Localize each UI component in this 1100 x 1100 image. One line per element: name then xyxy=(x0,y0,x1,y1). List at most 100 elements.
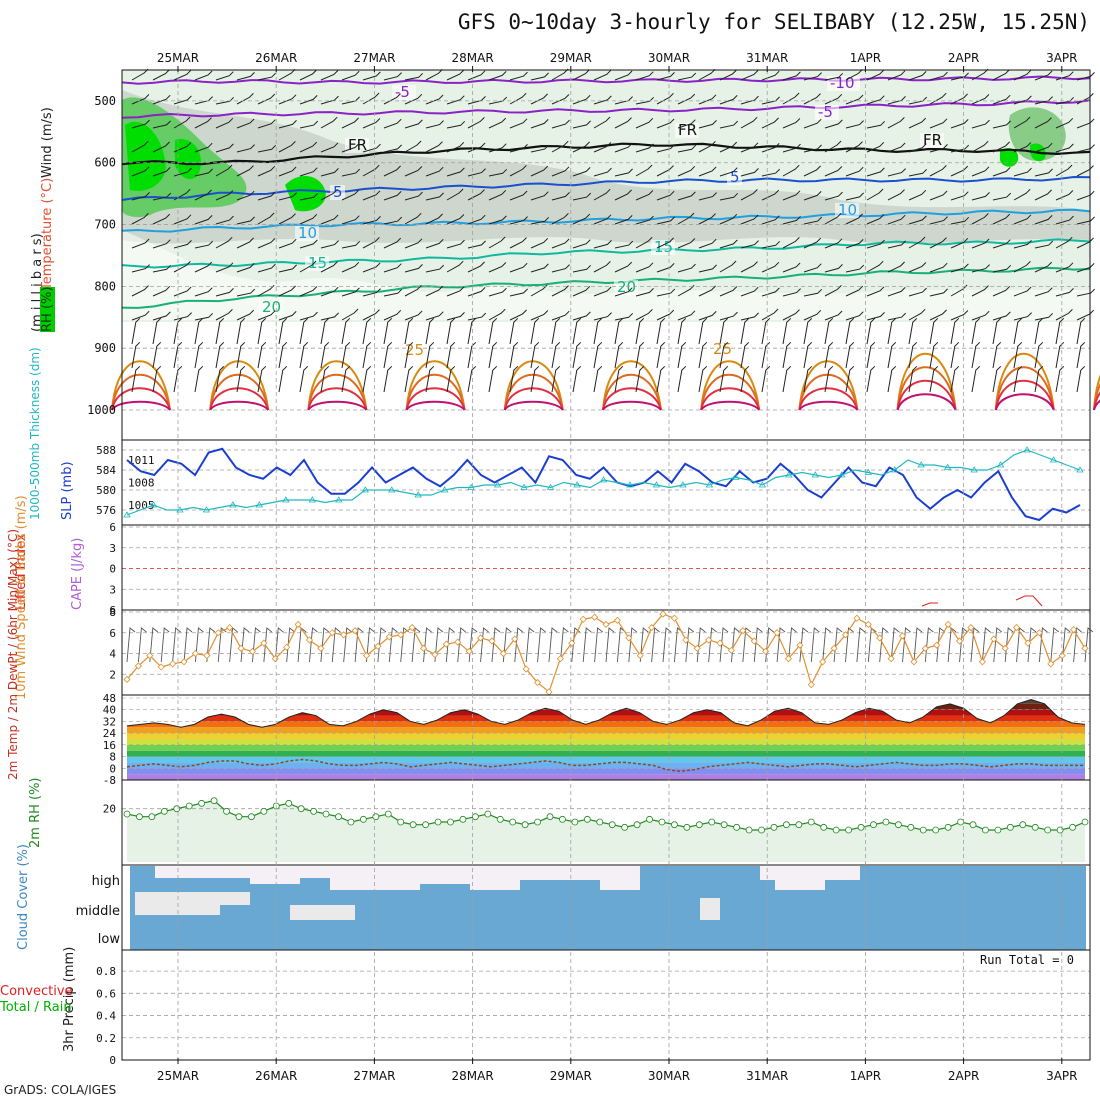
rh2m-point xyxy=(198,799,206,807)
wind-barb xyxy=(131,238,150,249)
temp-band xyxy=(127,733,1085,739)
wind-barb xyxy=(551,140,569,153)
isotherm-label-bg xyxy=(259,300,283,315)
wind-barb xyxy=(362,190,381,201)
wind-barb xyxy=(656,144,675,153)
wind10m-point xyxy=(385,633,393,641)
isotherm-15 xyxy=(121,238,1091,269)
wind-barb xyxy=(257,365,267,393)
wind-barb xyxy=(740,95,759,105)
wind10m-point xyxy=(682,636,690,644)
wind-barb xyxy=(614,168,633,177)
wind-barb xyxy=(446,141,465,153)
wind-barb xyxy=(614,70,633,81)
wind-barb xyxy=(236,72,255,81)
wind-barb xyxy=(383,237,402,249)
wind-barb xyxy=(215,164,233,177)
wind10m-point xyxy=(853,614,861,622)
date-label-bottom: 2APR xyxy=(948,1069,979,1083)
wind-barb xyxy=(152,341,162,369)
wind10m-tick: 8 xyxy=(109,606,116,619)
cloud-high-gap-2 xyxy=(760,866,860,890)
wind-barb xyxy=(488,287,507,297)
wind-barb xyxy=(551,119,570,129)
wind-barb xyxy=(299,141,318,153)
wind-barb xyxy=(677,191,696,201)
wind10m-barb xyxy=(160,627,170,663)
wind10m-barb xyxy=(902,627,911,663)
wind-barb xyxy=(446,188,464,201)
wind-barb xyxy=(194,287,213,297)
wind10m-point xyxy=(328,629,336,637)
wind-barb xyxy=(614,240,634,249)
wind-barb xyxy=(593,286,612,297)
wind-barb xyxy=(341,261,360,273)
wind10m-point xyxy=(408,623,416,632)
wind-barb xyxy=(257,310,276,321)
wind-barb xyxy=(299,120,319,129)
wind-barb xyxy=(887,214,906,225)
temp-tick: 24 xyxy=(103,727,117,740)
li-tick: 3 xyxy=(109,542,116,555)
wind-barb xyxy=(425,341,435,369)
wind-barb xyxy=(908,262,927,273)
wind-barb xyxy=(446,69,465,81)
wind-barb xyxy=(152,239,171,249)
wind10m-point xyxy=(967,623,975,632)
wind-barb xyxy=(320,261,338,273)
wind-barb xyxy=(215,365,225,393)
wind10m-barb xyxy=(445,627,455,663)
wind-barb xyxy=(320,317,330,345)
cape-li-panel: 6 3 0 3 6 xyxy=(109,521,1090,617)
wind-barb xyxy=(929,317,939,345)
wind-barb xyxy=(761,168,781,177)
wind-barb xyxy=(908,308,926,321)
wind-barb xyxy=(530,365,540,393)
date-label-top: 26MAR xyxy=(255,51,297,65)
wind10m-point xyxy=(887,655,895,663)
wind-barb xyxy=(299,311,318,321)
rh2m-point xyxy=(484,810,492,818)
cross-section-ylabel-temp: Temperature (°C) xyxy=(40,177,55,290)
wind10m-barb xyxy=(480,627,489,663)
wind10m-point xyxy=(807,681,815,689)
wind-barb xyxy=(635,309,653,321)
wind-barb xyxy=(887,287,906,297)
wind10m-point xyxy=(340,631,348,639)
wind-barb xyxy=(908,287,927,297)
wind-barb xyxy=(782,237,800,249)
wind-barb xyxy=(971,94,990,105)
cloud-level-label: high xyxy=(92,874,120,889)
wind-barb xyxy=(299,365,309,393)
rh2m-point xyxy=(372,813,380,821)
isotherm-label: -5 xyxy=(395,83,410,101)
wind-barb xyxy=(908,215,927,225)
frames: 25MAR 25MAR 26MAR 26MAR 27MAR 27MAR 28MAR 28MAR… xyxy=(121,51,1091,1083)
wind-barb xyxy=(593,188,611,201)
temp-tick: 48 xyxy=(103,692,116,705)
wind10m-barb xyxy=(708,627,717,663)
wind-barb xyxy=(950,310,969,321)
wind-barb xyxy=(677,341,687,369)
wind-barb xyxy=(194,261,213,273)
rh2m-point xyxy=(733,823,741,831)
wind-barb xyxy=(1076,288,1096,297)
rh2m-point xyxy=(359,815,367,823)
rh2m-point xyxy=(1044,826,1052,834)
wind-barb xyxy=(488,143,507,153)
wind-barb xyxy=(845,94,864,105)
wind-barb xyxy=(194,365,204,393)
thickness-ylabel: 1000-500mb Thickness (dm) xyxy=(28,347,42,520)
cloud-ylabel: Cloud Cover (%) xyxy=(16,844,31,950)
wind-barb xyxy=(236,118,255,129)
wind-barb xyxy=(824,140,842,153)
rh2m-point xyxy=(758,826,765,834)
wind-barb xyxy=(215,215,234,225)
wind-barb xyxy=(530,310,549,321)
wind-barb xyxy=(131,213,149,225)
wind-barb xyxy=(572,365,582,393)
wind-barb xyxy=(656,317,666,345)
wind-barb xyxy=(152,317,162,345)
wind10m-point xyxy=(1070,626,1078,634)
wind-barb xyxy=(824,317,834,345)
